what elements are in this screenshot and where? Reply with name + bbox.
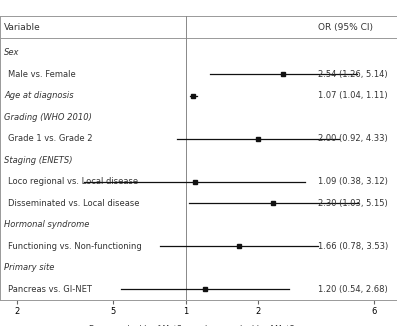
Text: 1.07 (1.04, 1.11): 1.07 (1.04, 1.11) (318, 91, 387, 100)
Text: 2.00 (0.92, 4.33): 2.00 (0.92, 4.33) (318, 134, 387, 143)
Text: 2.30 (1.03, 5.15): 2.30 (1.03, 5.15) (318, 199, 387, 208)
Text: Male vs. Female: Male vs. Female (8, 70, 76, 79)
Text: Grading (WHO 2010): Grading (WHO 2010) (4, 113, 92, 122)
Text: Grade 1 vs. Grade 2: Grade 1 vs. Grade 2 (8, 134, 93, 143)
Text: 1.20 (0.54, 2.68): 1.20 (0.54, 2.68) (318, 285, 387, 294)
Text: 1.09 (0.38, 3.12): 1.09 (0.38, 3.12) (318, 177, 387, 186)
Text: Decreased odds of MetS: Decreased odds of MetS (89, 325, 181, 326)
Text: 2.54 (1.26, 5.14): 2.54 (1.26, 5.14) (318, 70, 387, 79)
Text: Staging (ENETS): Staging (ENETS) (4, 156, 73, 165)
Text: Loco regional vs. Local disease: Loco regional vs. Local disease (8, 177, 138, 186)
Text: Variable: Variable (4, 22, 41, 32)
Text: Pancreas vs. GI-NET: Pancreas vs. GI-NET (8, 285, 92, 294)
Text: 1.66 (0.78, 3.53): 1.66 (0.78, 3.53) (318, 242, 388, 251)
Text: Hormonal syndrome: Hormonal syndrome (4, 220, 89, 229)
Text: Primary site: Primary site (4, 263, 54, 272)
Text: Sex: Sex (4, 48, 19, 57)
Text: OR (95% CI): OR (95% CI) (318, 22, 373, 32)
Text: Increased odds of MetS: Increased odds of MetS (206, 325, 295, 326)
Text: Disseminated vs. Local disease: Disseminated vs. Local disease (8, 199, 139, 208)
Text: Age at diagnosis: Age at diagnosis (4, 91, 73, 100)
Text: Functioning vs. Non-functioning: Functioning vs. Non-functioning (8, 242, 142, 251)
